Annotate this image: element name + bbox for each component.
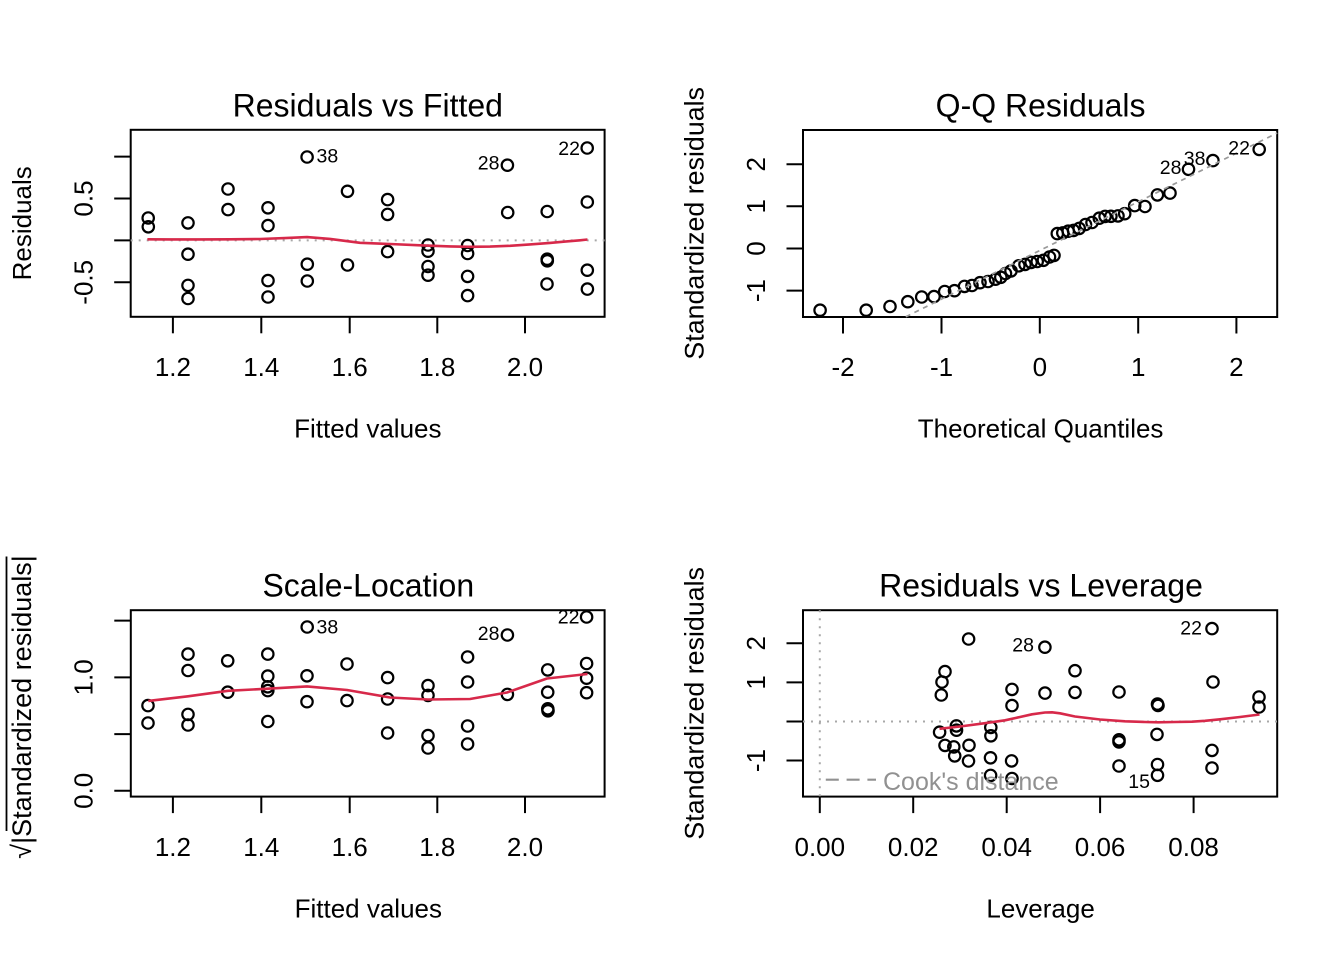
- svg-text:-1: -1: [741, 749, 771, 772]
- svg-text:1: 1: [741, 199, 771, 213]
- svg-text:1.4: 1.4: [243, 832, 279, 862]
- svg-text:0.02: 0.02: [888, 832, 939, 862]
- svg-text:22: 22: [1180, 618, 1202, 640]
- svg-text:28: 28: [1012, 635, 1034, 657]
- svg-text:0.0: 0.0: [69, 773, 99, 809]
- svg-text:1: 1: [741, 675, 771, 689]
- svg-text:0: 0: [741, 241, 771, 255]
- svg-text:1.2: 1.2: [155, 352, 191, 382]
- svg-text:Standardized residuals: Standardized residuals: [680, 567, 710, 840]
- svg-text:-0.5: -0.5: [69, 260, 99, 305]
- svg-text:28: 28: [478, 623, 500, 645]
- svg-text:28: 28: [1160, 157, 1182, 179]
- svg-text:15: 15: [1128, 771, 1150, 793]
- svg-text:2: 2: [741, 157, 771, 171]
- svg-text:Standardized residuals: Standardized residuals: [680, 87, 710, 360]
- svg-text:38: 38: [317, 146, 339, 168]
- svg-text:1.8: 1.8: [419, 352, 455, 382]
- svg-text:0.06: 0.06: [1075, 832, 1126, 862]
- svg-text:Residuals vs Leverage: Residuals vs Leverage: [879, 568, 1203, 604]
- svg-text:-1: -1: [930, 352, 953, 382]
- svg-text:1.8: 1.8: [419, 832, 455, 862]
- svg-text:0.08: 0.08: [1168, 832, 1219, 862]
- svg-text:-1: -1: [741, 279, 771, 302]
- svg-text:2: 2: [1229, 352, 1243, 382]
- svg-text:Fitted values: Fitted values: [294, 414, 441, 444]
- svg-text:1.6: 1.6: [332, 352, 368, 382]
- svg-text:1.6: 1.6: [332, 832, 368, 862]
- svg-text:0.5: 0.5: [69, 180, 99, 216]
- svg-text:0: 0: [1033, 352, 1047, 382]
- svg-text:38: 38: [317, 617, 339, 639]
- svg-text:0.04: 0.04: [981, 832, 1032, 862]
- svg-text:-2: -2: [831, 352, 854, 382]
- svg-text:22: 22: [558, 138, 580, 160]
- svg-text:22: 22: [1228, 138, 1250, 160]
- svg-text:38: 38: [1184, 148, 1206, 170]
- svg-text:2.0: 2.0: [507, 352, 543, 382]
- svg-text:Scale-Location: Scale-Location: [262, 568, 474, 604]
- svg-text:Q-Q Residuals: Q-Q Residuals: [936, 88, 1146, 124]
- svg-text:Theoretical Quantiles: Theoretical Quantiles: [918, 414, 1164, 444]
- svg-text:Cook's distance: Cook's distance: [883, 768, 1059, 796]
- svg-text:√|Standardized residuals|: √|Standardized residuals|: [7, 555, 37, 859]
- svg-text:1.2: 1.2: [155, 832, 191, 862]
- svg-text:28: 28: [478, 152, 500, 174]
- svg-text:1.0: 1.0: [69, 659, 99, 695]
- svg-text:22: 22: [558, 607, 580, 629]
- svg-text:1: 1: [1131, 352, 1145, 382]
- svg-text:2.0: 2.0: [507, 832, 543, 862]
- svg-text:Leverage: Leverage: [986, 894, 1094, 924]
- svg-text:Residuals vs Fitted: Residuals vs Fitted: [233, 88, 503, 124]
- svg-text:Residuals: Residuals: [7, 166, 37, 280]
- svg-text:0.00: 0.00: [794, 832, 845, 862]
- svg-text:1.4: 1.4: [243, 352, 279, 382]
- svg-text:2: 2: [741, 636, 771, 650]
- svg-text:Fitted values: Fitted values: [295, 894, 442, 924]
